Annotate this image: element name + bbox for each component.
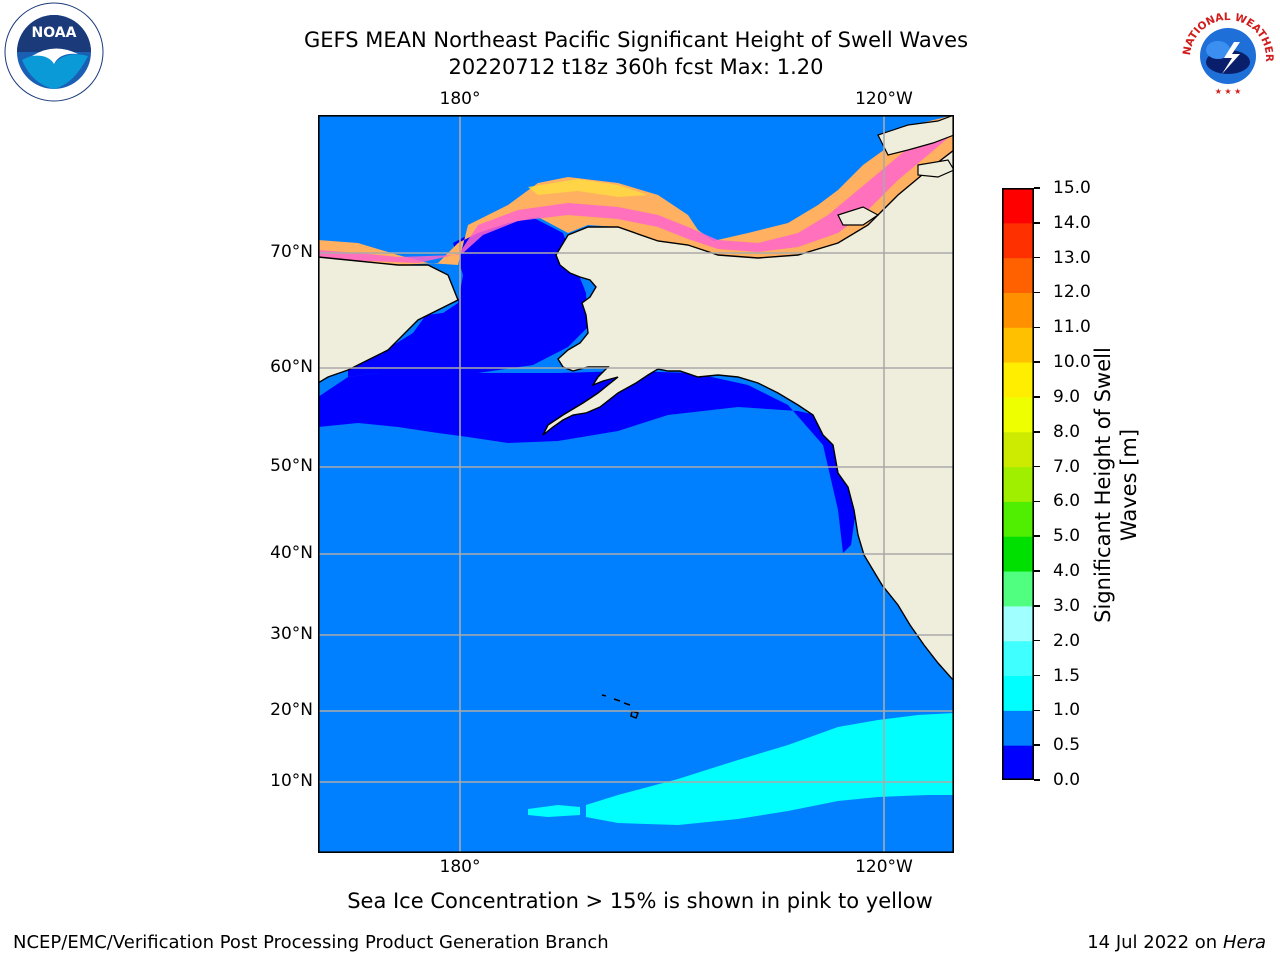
colorbar-tick-mark [1034, 396, 1040, 398]
colorbar-tick-label: 14.0 [1053, 212, 1091, 233]
land-alaska [542, 149, 954, 683]
colorbar [1002, 188, 1034, 780]
colorbar-tick-label: 1.0 [1053, 700, 1081, 721]
lat-label-50n: 50°N [270, 456, 313, 476]
footer-date: 14 Jul 2022 on Hera [1087, 932, 1266, 953]
sea-ice-yellow [528, 179, 648, 197]
colorbar-segment [1002, 605, 1034, 642]
colorbar-tick-label: 0.0 [1053, 770, 1081, 790]
colorbar-tick-label: 13.0 [1053, 247, 1091, 268]
lon-label-top-120w: 120°W [855, 89, 913, 109]
colorbar-tick-mark [1034, 779, 1040, 781]
colorbar-tick-mark [1034, 431, 1040, 433]
colorbar-segment [1002, 501, 1034, 537]
colorbar-segment [1002, 362, 1034, 398]
nws-logo: NATIONAL WEATHER SERVICE ★ ★ ★ [1178, 2, 1276, 100]
colorbar-tick-label: 7.0 [1053, 456, 1081, 477]
colorbar-segment [1002, 188, 1034, 224]
colorbar-tick-label: 15.0 [1053, 178, 1091, 198]
footer-credit: NCEP/EMC/Verification Post Processing Pr… [13, 932, 609, 953]
colorbar-segment [1002, 571, 1034, 607]
colorbar-tick-mark [1034, 605, 1040, 607]
sea-ice-pink-band [318, 123, 954, 263]
colorbar-tick-label: 10.0 [1053, 352, 1091, 373]
colorbar-tick-mark [1034, 222, 1040, 224]
colorbar-tick-mark [1034, 500, 1040, 503]
colorbar-tick-label: 8.0 [1053, 421, 1081, 442]
colorbar-tick-label: 11.0 [1053, 317, 1091, 338]
colorbar-tick-mark [1034, 674, 1040, 677]
ocean-swell-low [318, 371, 858, 553]
lon-label-top-180: 180° [439, 89, 481, 109]
lon-label-bottom-180: 180° [439, 857, 481, 877]
colorbar-tick-label: 0.5 [1053, 735, 1081, 756]
lat-label-40n: 40°N [270, 543, 313, 563]
sea-ice-note: Sea Ice Concentration > 15% is shown in … [347, 889, 933, 913]
noaa-logo: NOAA [4, 2, 104, 102]
lon-label-bottom-120w: 120°W [855, 857, 913, 877]
colorbar-label: Significant Height of Swell Waves [m] [1091, 347, 1141, 623]
colorbar-segment [1002, 222, 1034, 259]
colorbar-tick-label: 9.0 [1053, 386, 1081, 407]
colorbar-segment [1002, 292, 1034, 328]
land-arctic-islands [837, 115, 954, 226]
colorbar-tick-mark [1034, 570, 1040, 572]
colorbar-segment [1002, 536, 1034, 572]
colorbar-segment [1002, 396, 1034, 433]
colorbar-tick-mark [1034, 326, 1040, 329]
colorbar-tick-mark [1034, 744, 1040, 746]
colorbar-tick-label: 1.5 [1053, 665, 1081, 686]
colorbar-tick-mark [1034, 187, 1040, 189]
map-subtitle: 20220712 t18z 360h fcst Max: 1.20 [448, 55, 824, 79]
colorbar-segment [1002, 640, 1034, 677]
colorbar-tick-mark [1034, 535, 1040, 537]
lat-label-20n: 20°N [270, 700, 313, 720]
colorbar-tick-mark [1034, 256, 1040, 259]
ocean-swell-high [586, 713, 954, 825]
colorbar-tick-mark [1034, 709, 1040, 712]
map-panel [318, 115, 954, 853]
colorbar-tick-label: 5.0 [1053, 526, 1081, 547]
colorbar-segment [1002, 257, 1034, 293]
map-graticule [318, 115, 954, 853]
svg-text:★ ★ ★: ★ ★ ★ [1215, 87, 1242, 96]
footer-host: Hera [1222, 932, 1266, 953]
lat-label-30n: 30°N [270, 624, 313, 644]
lat-label-70n: 70°N [270, 242, 313, 262]
colorbar-segment [1002, 710, 1034, 746]
colorbar-segment [1002, 745, 1034, 780]
colorbar-tick-label: 2.0 [1053, 630, 1081, 651]
land-hawaii [601, 694, 639, 719]
land-siberia [318, 256, 459, 384]
colorbar-segment [1002, 327, 1034, 363]
colorbar-segment [1002, 431, 1034, 468]
ocean-swell-high-patch [528, 805, 580, 817]
colorbar-segment [1002, 466, 1034, 502]
colorbar-tick-mark [1034, 361, 1040, 363]
colorbar-tick-mark [1034, 639, 1040, 642]
colorbar-tick-mark [1034, 465, 1040, 468]
colorbar-tick-mark [1034, 291, 1040, 294]
colorbar-tick-label: 4.0 [1053, 561, 1081, 582]
colorbar-segment [1002, 675, 1034, 711]
colorbar-tick-label: 6.0 [1053, 491, 1081, 512]
colorbar-tick-label: 12.0 [1053, 282, 1091, 303]
map-title: GEFS MEAN Northeast Pacific Significant … [303, 28, 969, 52]
svg-text:NOAA: NOAA [32, 25, 77, 41]
colorbar-tick-label: 3.0 [1053, 595, 1081, 616]
lat-label-60n: 60°N [270, 357, 313, 377]
lat-label-10n: 10°N [270, 771, 313, 791]
ocean-swell-low-bering [348, 215, 588, 377]
